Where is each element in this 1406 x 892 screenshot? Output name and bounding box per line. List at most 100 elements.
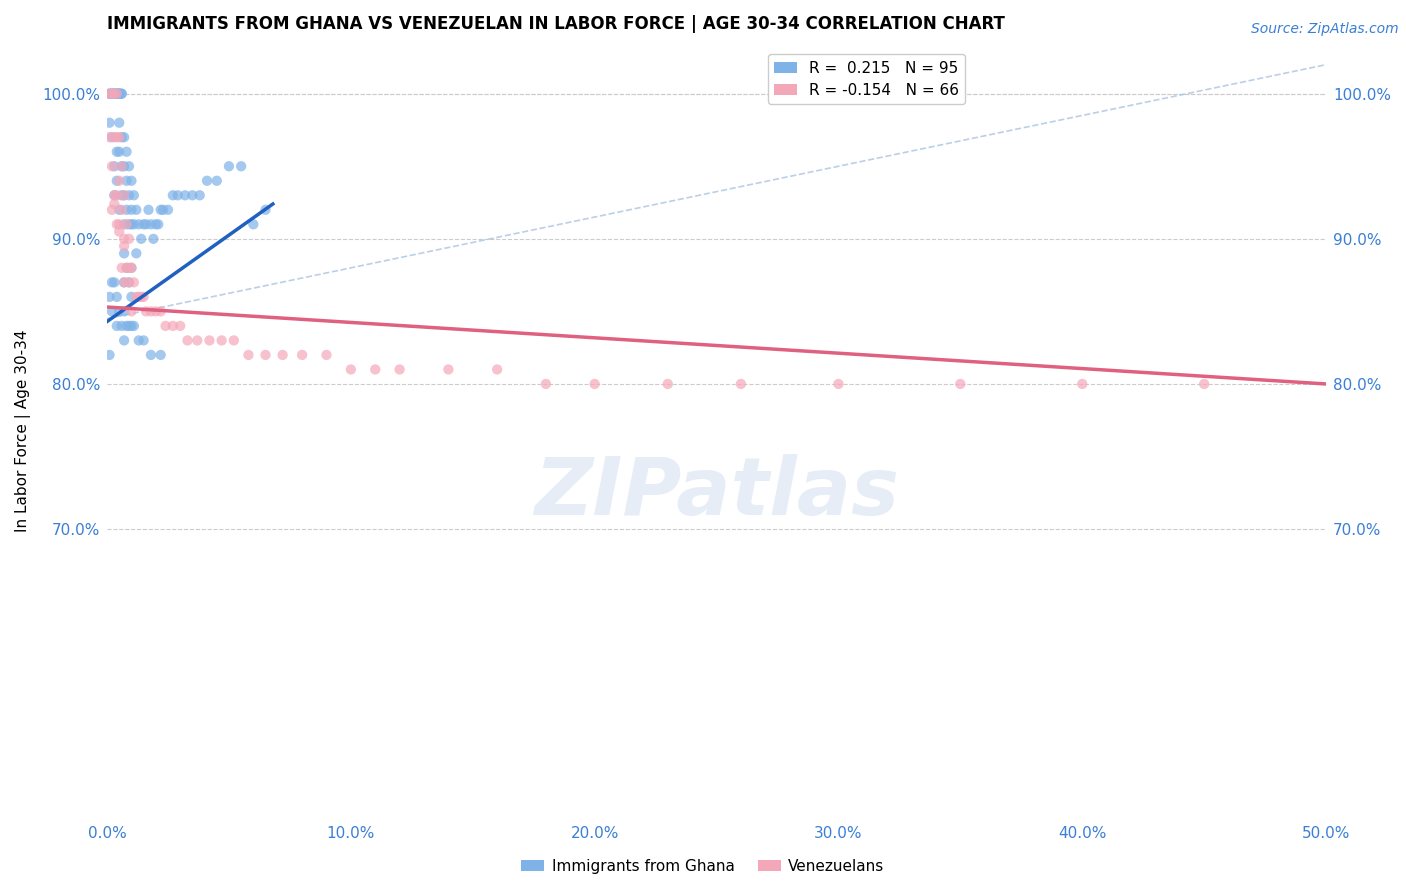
- Point: [115, 318, 138, 333]
- Point: [111, 202, 134, 217]
- Point: [105, 217, 128, 231]
- Point: [149, 202, 172, 217]
- Point: [108, 217, 131, 231]
- Point: [242, 217, 264, 231]
- Point: [118, 260, 141, 275]
- Point: [120, 260, 142, 275]
- Point: [139, 348, 162, 362]
- Point: [198, 334, 221, 348]
- Point: [103, 87, 125, 101]
- Point: [101, 87, 124, 101]
- Point: [105, 130, 128, 145]
- Point: [103, 159, 125, 173]
- Point: [125, 202, 148, 217]
- Point: [388, 362, 411, 376]
- Point: [139, 304, 162, 318]
- Point: [827, 376, 849, 391]
- Point: [120, 174, 142, 188]
- Point: [108, 304, 131, 318]
- Point: [129, 232, 152, 246]
- Point: [105, 87, 128, 101]
- Point: [101, 87, 124, 101]
- Point: [112, 188, 135, 202]
- Point: [657, 376, 679, 391]
- Point: [125, 290, 148, 304]
- Point: [108, 174, 131, 188]
- Point: [195, 174, 218, 188]
- Point: [128, 217, 150, 231]
- Point: [155, 318, 177, 333]
- Point: [105, 174, 128, 188]
- Point: [105, 87, 128, 101]
- Point: [112, 232, 135, 246]
- Point: [115, 217, 138, 231]
- Point: [111, 159, 134, 173]
- Point: [111, 318, 134, 333]
- Point: [120, 260, 142, 275]
- Point: [120, 318, 142, 333]
- Point: [291, 348, 314, 362]
- Point: [111, 260, 134, 275]
- Point: [135, 217, 157, 231]
- Point: [120, 304, 142, 318]
- Point: [238, 348, 260, 362]
- Point: [105, 87, 128, 101]
- Point: [108, 87, 131, 101]
- Point: [534, 376, 557, 391]
- Point: [271, 348, 294, 362]
- Point: [101, 130, 124, 145]
- Point: [188, 188, 211, 202]
- Point: [101, 304, 124, 318]
- Point: [103, 197, 125, 211]
- Point: [108, 87, 131, 101]
- Text: ZIPatlas: ZIPatlas: [534, 454, 898, 533]
- Point: [120, 202, 142, 217]
- Point: [105, 145, 128, 159]
- Point: [101, 87, 124, 101]
- Point: [364, 362, 387, 376]
- Point: [118, 217, 141, 231]
- Point: [122, 217, 145, 231]
- Point: [111, 188, 134, 202]
- Point: [103, 188, 125, 202]
- Point: [583, 376, 606, 391]
- Point: [101, 87, 124, 101]
- Point: [176, 334, 198, 348]
- Point: [122, 318, 145, 333]
- Point: [98, 87, 121, 101]
- Point: [148, 217, 170, 231]
- Point: [222, 334, 245, 348]
- Point: [112, 130, 135, 145]
- Point: [98, 348, 121, 362]
- Point: [111, 159, 134, 173]
- Point: [211, 334, 233, 348]
- Point: [108, 130, 131, 145]
- Point: [105, 290, 128, 304]
- Point: [118, 276, 141, 290]
- Point: [949, 376, 972, 391]
- Point: [101, 202, 124, 217]
- Point: [218, 159, 240, 173]
- Point: [156, 202, 179, 217]
- Point: [112, 246, 135, 260]
- Point: [118, 159, 141, 173]
- Point: [111, 130, 134, 145]
- Point: [1071, 376, 1094, 391]
- Point: [108, 145, 131, 159]
- Point: [132, 290, 155, 304]
- Point: [120, 217, 142, 231]
- Point: [315, 348, 337, 362]
- Point: [340, 362, 363, 376]
- Point: [152, 202, 174, 217]
- Point: [437, 362, 460, 376]
- Point: [149, 348, 172, 362]
- Text: Source: ZipAtlas.com: Source: ZipAtlas.com: [1251, 22, 1399, 37]
- Point: [112, 217, 135, 231]
- Legend: R =  0.215   N = 95, R = -0.154   N = 66: R = 0.215 N = 95, R = -0.154 N = 66: [768, 54, 965, 104]
- Point: [138, 202, 160, 217]
- Point: [730, 376, 752, 391]
- Point: [166, 188, 188, 202]
- Point: [112, 334, 135, 348]
- Point: [120, 290, 142, 304]
- Point: [108, 87, 131, 101]
